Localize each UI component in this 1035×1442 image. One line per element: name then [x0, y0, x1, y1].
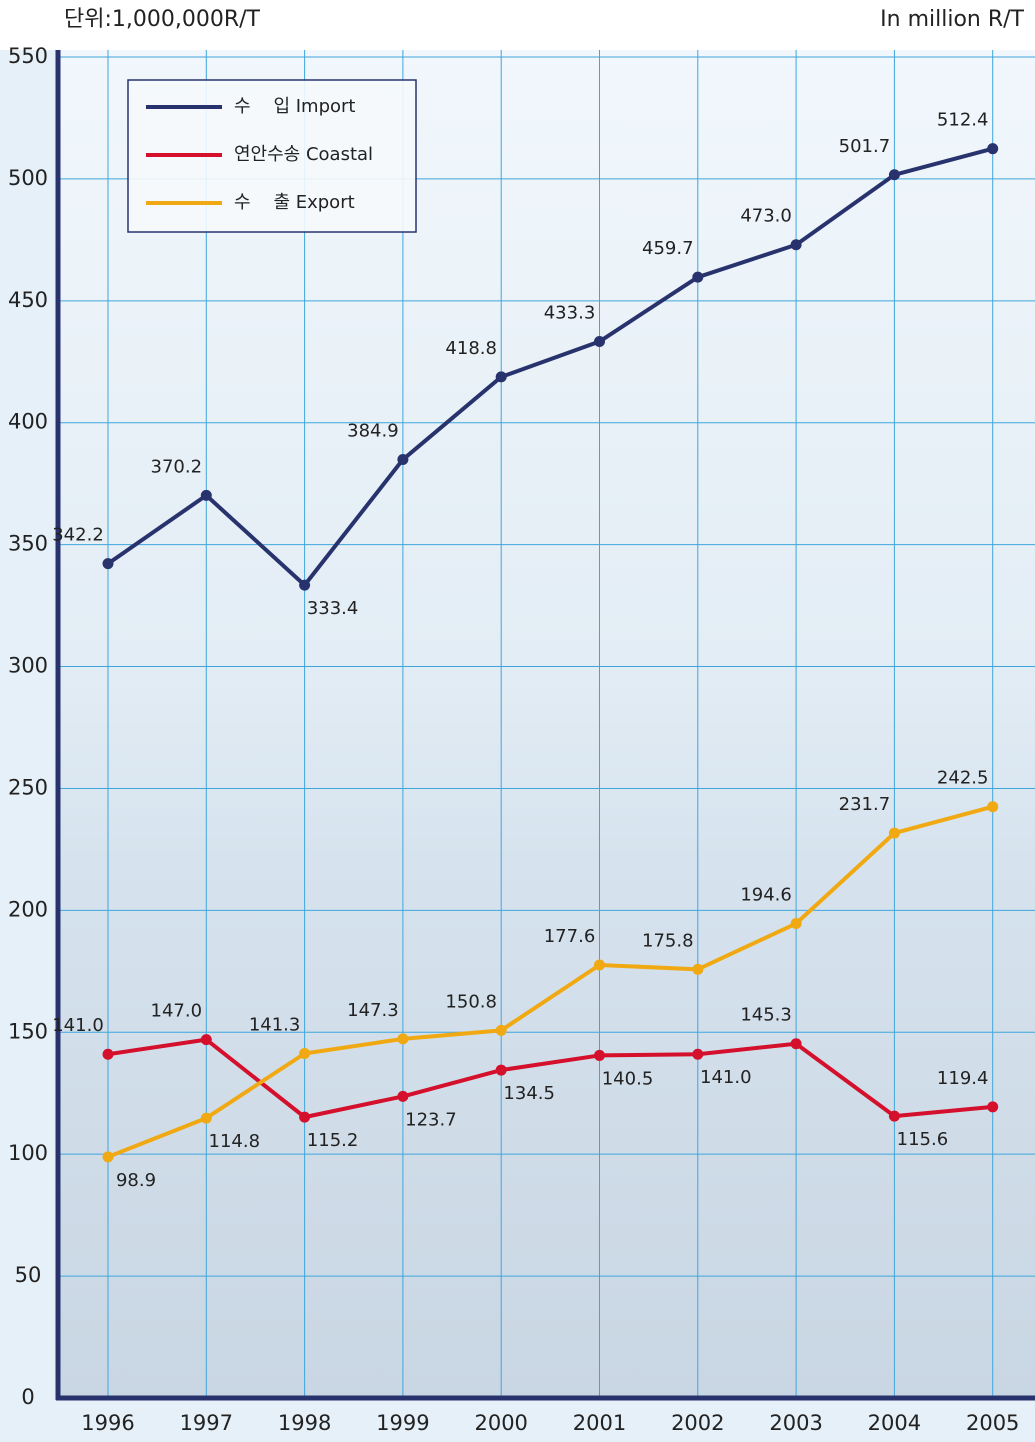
- data-point: [102, 1151, 114, 1163]
- data-label: 242.5: [937, 768, 989, 789]
- data-point: [299, 579, 311, 591]
- data-label: 141.0: [700, 1067, 752, 1088]
- data-label: 333.4: [307, 598, 359, 619]
- unit-label: 단위:1,000,000R/T: [64, 7, 261, 32]
- data-point: [397, 1033, 409, 1045]
- y-tick-label: 450: [8, 288, 48, 312]
- data-label: 115.6: [897, 1129, 949, 1150]
- x-tick-label: 2005: [966, 1411, 1019, 1435]
- data-label: 384.9: [347, 421, 399, 442]
- data-point: [102, 1048, 114, 1060]
- data-point: [987, 143, 999, 155]
- data-point: [790, 239, 802, 251]
- data-label: 134.5: [503, 1083, 555, 1104]
- data-label: 512.4: [937, 110, 989, 131]
- legend-label: 연안수송 Coastal: [234, 144, 373, 165]
- data-label: 140.5: [602, 1068, 654, 1089]
- data-point: [495, 1064, 507, 1076]
- unit-label-en: In million R/T: [880, 7, 1024, 32]
- data-label: 231.7: [839, 794, 891, 815]
- x-tick-label: 2001: [573, 1411, 626, 1435]
- data-label: 145.3: [740, 1005, 792, 1026]
- data-point: [888, 827, 900, 839]
- data-point: [200, 1112, 212, 1124]
- series-line: [107, 804, 994, 1159]
- data-label: 342.2: [52, 525, 104, 546]
- y-tick-label: 200: [8, 897, 48, 921]
- data-point: [987, 1101, 999, 1113]
- axis-background: [0, 50, 58, 1442]
- data-label: 473.0: [740, 206, 792, 227]
- data-label: 115.2: [307, 1130, 359, 1151]
- data-point: [495, 1024, 507, 1036]
- data-point: [692, 963, 704, 975]
- x-tick-label: 1996: [81, 1411, 134, 1435]
- data-label: 150.8: [445, 991, 497, 1012]
- data-point: [397, 1090, 409, 1102]
- x-tick-label: 2002: [671, 1411, 724, 1435]
- data-label: 119.4: [937, 1068, 989, 1089]
- x-tick-label: 1998: [278, 1411, 331, 1435]
- data-label: 459.7: [642, 238, 694, 259]
- data-label: 147.3: [347, 1000, 399, 1021]
- data-label: 194.6: [740, 885, 792, 906]
- data-point: [594, 1049, 605, 1061]
- y-tick-label: 100: [8, 1141, 48, 1165]
- y-tick-label: 550: [8, 44, 48, 68]
- x-tick-label: 1999: [376, 1411, 429, 1435]
- data-label: 98.9: [116, 1170, 156, 1191]
- data-point: [594, 336, 605, 348]
- data-point: [790, 918, 802, 930]
- data-point: [790, 1038, 802, 1050]
- x-tick-label: 2000: [474, 1411, 527, 1435]
- data-label: 370.2: [151, 456, 203, 477]
- series-line: [107, 1037, 993, 1120]
- data-point: [987, 801, 999, 813]
- legend-label: 수 출 Export: [234, 192, 355, 213]
- data-label: 141.0: [52, 1015, 104, 1036]
- series-line: [106, 146, 994, 588]
- y-tick-label: 500: [8, 166, 48, 190]
- data-label: 175.8: [642, 930, 694, 951]
- y-tick-label: 50: [15, 1263, 42, 1287]
- data-label: 501.7: [839, 136, 891, 157]
- data-point: [888, 169, 900, 181]
- x-tick-label: 1997: [180, 1411, 233, 1435]
- y-tick-label: 150: [8, 1019, 48, 1043]
- data-label: 141.3: [249, 1014, 301, 1035]
- data-point: [200, 1034, 212, 1046]
- data-label: 433.3: [544, 303, 596, 324]
- y-tick-label: 400: [8, 410, 48, 434]
- axis-background: [58, 1398, 1035, 1442]
- data-point: [692, 1048, 704, 1060]
- data-point: [102, 558, 114, 570]
- x-tick-label: 2003: [769, 1411, 822, 1435]
- y-tick-label: 350: [8, 532, 48, 556]
- data-point: [200, 489, 212, 501]
- data-label: 123.7: [405, 1109, 457, 1130]
- legend-label: 수 입 Import: [234, 96, 355, 117]
- data-point: [888, 1110, 900, 1122]
- data-point: [692, 271, 704, 283]
- y-tick-label: 250: [8, 775, 48, 799]
- data-point: [397, 454, 409, 466]
- data-point: [299, 1047, 311, 1059]
- data-label: 114.8: [209, 1131, 261, 1152]
- data-point: [495, 371, 507, 383]
- x-tick-label: 2004: [868, 1411, 921, 1435]
- data-label: 177.6: [544, 926, 596, 947]
- data-point: [299, 1111, 311, 1123]
- y-tick-label: 300: [8, 654, 48, 678]
- y-tick-label: 0: [21, 1385, 34, 1409]
- data-point: [594, 959, 605, 971]
- data-label: 418.8: [445, 338, 497, 359]
- data-label: 147.0: [151, 1001, 203, 1022]
- plot-background: [58, 50, 1035, 1398]
